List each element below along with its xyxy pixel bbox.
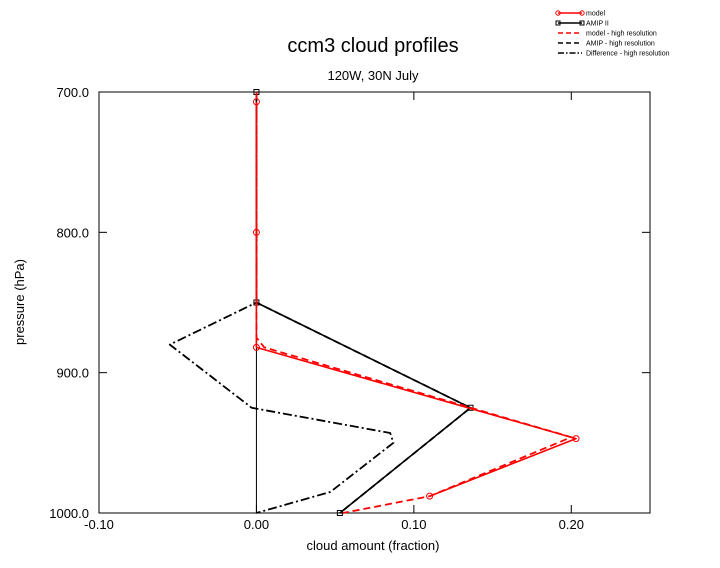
legend-marker bbox=[579, 10, 585, 16]
y-tick-label: 700.0 bbox=[56, 85, 89, 100]
data-series bbox=[168, 89, 580, 516]
x-axis-label: cloud amount (fraction) bbox=[307, 538, 440, 553]
series-line-4 bbox=[168, 92, 395, 514]
axis-ticks: -0.10 0.00 0.10 0.20 700.0 800.0 900.0 1000.0 bbox=[49, 85, 650, 532]
series-marker-circle bbox=[572, 435, 580, 443]
legend-marker bbox=[555, 20, 561, 26]
series-line-2 bbox=[255, 92, 573, 514]
y-tick-label: 1000.0 bbox=[49, 506, 89, 521]
legend-marker bbox=[579, 20, 585, 26]
series-marker-circle bbox=[426, 492, 434, 500]
series-line-0 bbox=[255, 101, 577, 497]
legend-label-4: Difference - high resolution bbox=[586, 51, 670, 58]
x-tick-label: 0.10 bbox=[401, 517, 426, 532]
series-marker-circle bbox=[252, 98, 260, 106]
series-line-3 bbox=[255, 92, 472, 514]
legend-label-1: AMIP II bbox=[586, 21, 609, 28]
y-axis-label: pressure (hPa) bbox=[12, 259, 27, 345]
series-marker-circle bbox=[252, 228, 260, 236]
x-tick-label: 0.20 bbox=[559, 517, 584, 532]
legend-label-2: model - high resolution bbox=[586, 31, 657, 38]
y-tick-label: 900.0 bbox=[56, 366, 89, 381]
y-tick-label: 800.0 bbox=[56, 225, 89, 240]
chart-title: ccm3 cloud profiles bbox=[287, 35, 458, 57]
series-marker-circle bbox=[252, 343, 260, 351]
legend-label-0: model bbox=[586, 11, 606, 18]
legend-marker bbox=[555, 10, 561, 16]
x-tick-label: -0.10 bbox=[84, 517, 114, 532]
legend-label-3: AMIP - high resolution bbox=[586, 41, 655, 48]
chart-subtitle: 120W, 30N July bbox=[327, 68, 419, 83]
series-line-1 bbox=[255, 92, 472, 514]
series-marker-square bbox=[336, 510, 343, 516]
x-tick-label: 0.00 bbox=[244, 517, 269, 532]
legend: model AMIP II model - high resolution AMIP … bbox=[555, 10, 670, 58]
plot-frame bbox=[98, 91, 651, 514]
